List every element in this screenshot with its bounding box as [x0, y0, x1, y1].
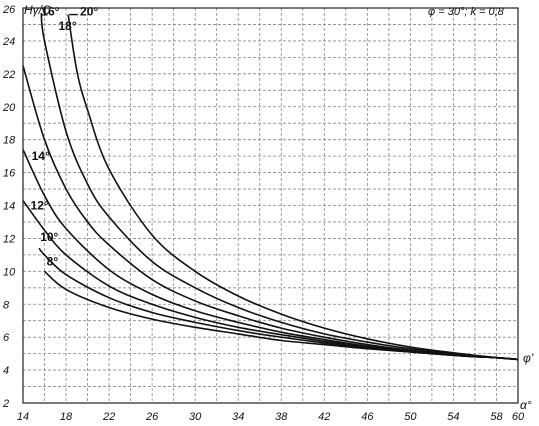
chart-curves — [22, 12, 519, 361]
x-tick-label: 22 — [102, 411, 115, 423]
y-tick-label: 12 — [3, 233, 15, 245]
y-tick-label: 14 — [3, 201, 15, 213]
chart-parameters: φ = 30°; k = 0,8 — [428, 6, 505, 18]
curve-label-10deg: 10° — [40, 230, 58, 244]
x-tick-label: 42 — [318, 411, 330, 423]
x-tick-label: 58 — [490, 411, 503, 423]
y-tick-label: 18 — [3, 135, 16, 147]
x-axis-title: α° — [520, 398, 532, 412]
x-tick-label: 18 — [60, 411, 73, 423]
y-tick-label: 24 — [2, 36, 15, 48]
y-tick-label: 8 — [3, 299, 10, 311]
x-tick-labels: 14 18 22 26 30 34 38 42 46 50 54 58 60 — [17, 411, 525, 423]
series-line-18deg — [40, 12, 519, 361]
x-tick-label: 38 — [275, 411, 288, 423]
y-tick-label: 26 — [2, 4, 16, 16]
y-tick-label: 20 — [2, 102, 16, 114]
end-label: φ' — [523, 351, 534, 365]
x-tick-label: 26 — [145, 411, 159, 423]
y-tick-label: 10 — [3, 266, 16, 278]
y-axis-title: Hγ/C — [24, 3, 51, 17]
x-tick-label: 14 — [17, 411, 29, 423]
series-line-16deg — [22, 65, 519, 361]
y-tick-label: 16 — [3, 168, 16, 180]
x-tick-label: 46 — [361, 411, 374, 423]
y-tick-label: 6 — [3, 332, 10, 344]
x-tick-label: 54 — [447, 411, 459, 423]
x-tick-label: 34 — [232, 411, 244, 423]
curve-label-8deg: 8° — [47, 254, 59, 268]
series-line-20deg — [67, 14, 519, 361]
chart-grid — [23, 8, 518, 403]
chart-labels: 8°10°12°14°16°18°20° — [31, 4, 99, 268]
curve-label-18deg: 18° — [59, 19, 77, 33]
series-line-14deg — [22, 149, 519, 361]
x-tick-label: 30 — [189, 411, 202, 423]
y-tick-label: 22 — [2, 69, 15, 81]
curve-label-12deg: 12° — [31, 199, 49, 213]
plot-frame — [22, 7, 519, 404]
x-tick-label: 50 — [404, 411, 417, 423]
y-tick-label: 2 — [2, 398, 9, 410]
y-tick-label: 4 — [3, 365, 9, 377]
x-tick-label: 60 — [512, 411, 525, 423]
curve-label-20deg: 20° — [80, 4, 98, 18]
curve-label-14deg: 14° — [32, 149, 50, 163]
